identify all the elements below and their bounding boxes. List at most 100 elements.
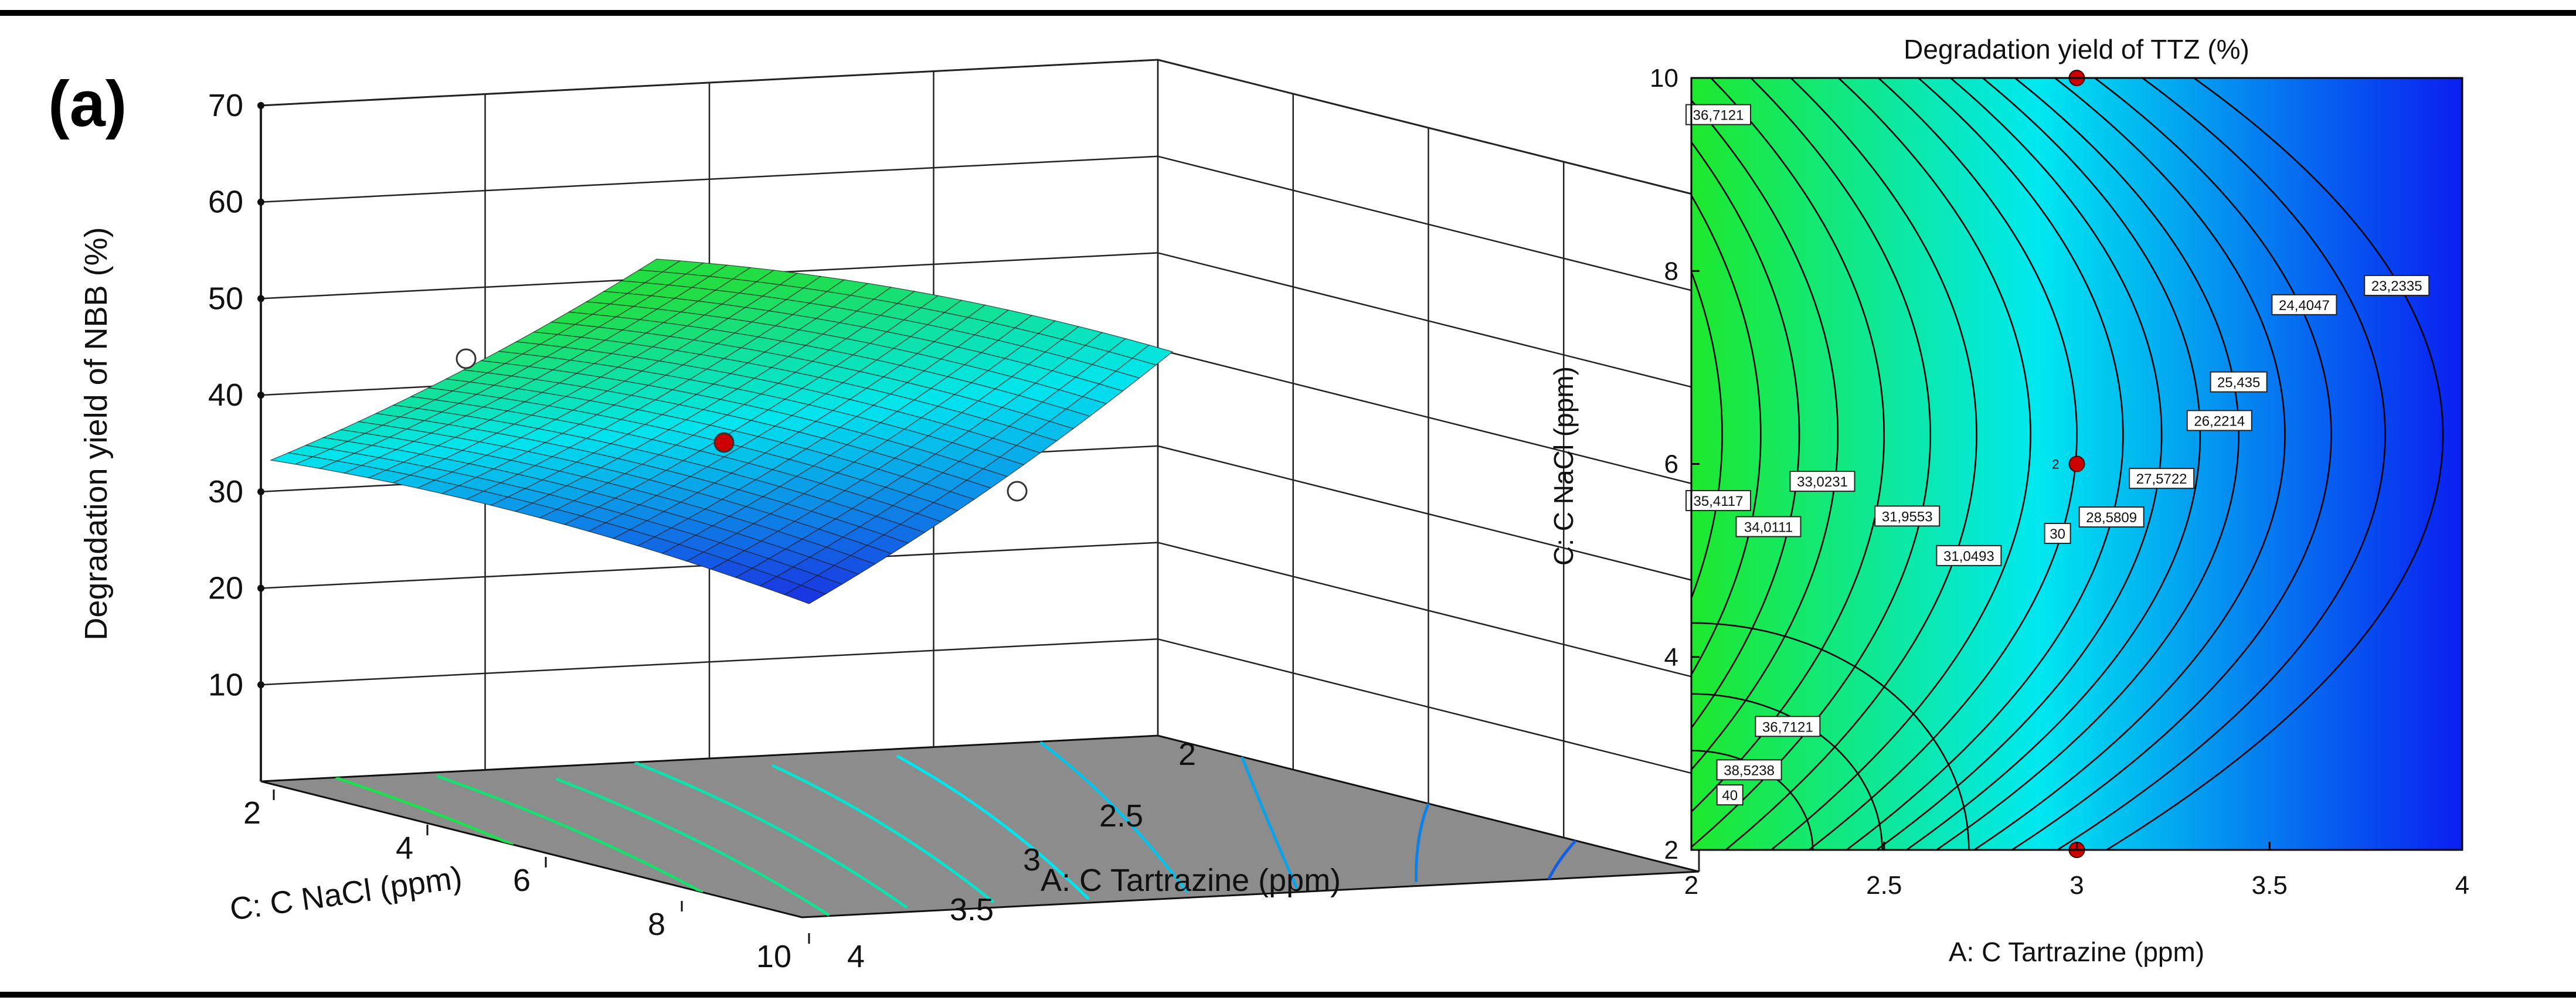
- design-point: [1007, 481, 1028, 502]
- contour-label-text: 35,4117: [1694, 494, 1744, 509]
- contour-x-tick-label: 4: [2455, 871, 2469, 900]
- z-tick-mark: [257, 681, 264, 689]
- contour-label: 31,9553: [1874, 505, 1941, 527]
- y-tick-label: 4: [396, 831, 413, 866]
- z-tick-mark: [257, 102, 264, 109]
- contour-line: [1906, 78, 2201, 850]
- contour-label-box: [2271, 294, 2337, 315]
- response-surface: [269, 258, 1174, 604]
- contour-y-tick-label: 10: [1650, 64, 1678, 93]
- design-point: [456, 348, 477, 369]
- contour-value-labels: 36,7121 35,4117 34,0111 33,0231 31,9553 31,04…: [1685, 104, 2430, 806]
- surface-facet: [1131, 344, 1174, 366]
- contour-line: [2011, 78, 2332, 850]
- x-tick-label: 3: [1023, 842, 1041, 877]
- contour-line: [2106, 78, 2444, 850]
- back-wall-grid-line: [260, 638, 1158, 686]
- wall-edge: [260, 59, 1158, 107]
- contour-line: [1691, 270, 1723, 601]
- z-tick-mark: [257, 584, 264, 592]
- contour-label-text: 31,0493: [1943, 549, 1994, 564]
- contour-label-text: 31,9553: [1882, 509, 1933, 525]
- contour-line: [1691, 693, 1883, 850]
- floor-contour-line: [1039, 741, 1189, 893]
- design-point: [713, 432, 735, 453]
- contour-label-box: [1685, 490, 1752, 512]
- contour-x-tick-label: 2: [1684, 871, 1698, 900]
- back-wall-grid-line: [1157, 445, 1700, 583]
- contour-label-box: [1716, 784, 1744, 806]
- contour-x-tick-label: 3: [2069, 871, 2084, 900]
- floor-contour-line: [896, 754, 1090, 900]
- contour-x-tick-label: 3.5: [2252, 871, 2288, 900]
- contour-label-box: [2129, 468, 2195, 489]
- z-axis-label: Degradation yield of NBB (%): [79, 227, 114, 640]
- z-tick-label: 30: [208, 474, 243, 509]
- contour-label-text: 24,4047: [2279, 298, 2330, 314]
- contour-label: 31,0493: [1936, 545, 2002, 566]
- z-tick-label: 60: [208, 185, 243, 220]
- contour-label-box: [1735, 516, 1802, 537]
- contour-line: [1936, 78, 2239, 850]
- contour-y-tick-label: 8: [1664, 257, 1678, 285]
- floor-contour-line: [1547, 839, 1577, 880]
- x-tick-label: 2: [1178, 737, 1196, 772]
- contour-title: Degradation yield of TTZ (%): [1904, 34, 2249, 64]
- contour-label-text: 25,435: [2217, 375, 2260, 391]
- contour-label-text: 30: [2050, 526, 2065, 542]
- contour-label: 25,435: [2210, 371, 2268, 393]
- back-wall-grid-line: [1157, 252, 1700, 390]
- contour-label-text: 38,5238: [1724, 763, 1775, 778]
- contour-label: 34,0111: [1735, 516, 1802, 537]
- 3d-design-points: [456, 348, 1028, 502]
- floor-contour-line: [1415, 803, 1430, 882]
- contour-label-box: [1685, 104, 1752, 125]
- y-tick-label: 10: [756, 939, 791, 974]
- contour-line: [1691, 141, 1800, 729]
- contour-label-box: [1755, 716, 1821, 737]
- contour-y-tick-label: 6: [1664, 450, 1678, 479]
- floor-contour-line: [771, 764, 995, 904]
- contour-line: [1691, 99, 1839, 771]
- contour-label-text: 40: [1722, 788, 1738, 804]
- contour-design-point: [2068, 455, 2085, 472]
- contour-lines: [1691, 78, 2444, 850]
- z-tick-label: 70: [208, 88, 243, 123]
- contour-label: 23,2335: [2364, 274, 2430, 296]
- contour-label: 27,5722: [2129, 468, 2195, 489]
- contour-line: [2057, 78, 2386, 850]
- y-tick-label: 6: [513, 863, 531, 898]
- z-tick-label: 50: [208, 281, 243, 316]
- contour-tick-labels: 2 2.5 3 3.5 4 2 4 6 8 10: [1650, 64, 2469, 900]
- contour-label: 36,7121: [1685, 104, 1752, 125]
- panel-label: (a): [48, 68, 127, 140]
- z-tick-label: 20: [208, 571, 243, 606]
- contour-label-text: 28,5809: [2086, 510, 2137, 526]
- contour-label-box: [2044, 523, 2071, 545]
- z-tick-label: 40: [208, 377, 243, 413]
- wall-edge: [1157, 59, 1700, 197]
- contour-label-text: 26,2214: [2194, 413, 2245, 429]
- contour-label: 26,2214: [2186, 410, 2252, 431]
- back-wall-grid-line: [1157, 155, 1700, 293]
- contour-line: [1846, 78, 2124, 850]
- contour-label: 40: [1716, 784, 1744, 806]
- contour-label-box: [1936, 545, 2002, 566]
- contour-label: 30: [2044, 523, 2071, 545]
- floor-contour-line: [634, 761, 908, 909]
- contour-x-axis-label: A: C Tartrazine (ppm): [1949, 937, 2204, 967]
- contour-label: 33,0231: [1789, 471, 1855, 492]
- contour-label-box: [2210, 371, 2268, 393]
- contour-label: 35,4117: [1685, 490, 1752, 512]
- contour-line: [1725, 78, 1977, 850]
- contour-label-box: [1874, 505, 1941, 527]
- floor-contour-line: [436, 774, 704, 894]
- contour-line: [1691, 193, 1762, 676]
- contour-label: 28,5809: [2078, 506, 2145, 528]
- back-wall-grid-line: [260, 155, 1158, 203]
- z-tick-mark: [257, 392, 264, 399]
- surface-plot-3d: 10 20 30 40 50 60 70 2 4 6 8 10 2 2.5 3 3.5 4 Degradatio…: [79, 59, 1700, 974]
- contour-label: 36,7121: [1755, 716, 1821, 737]
- contour-label: 38,5238: [1716, 759, 1782, 781]
